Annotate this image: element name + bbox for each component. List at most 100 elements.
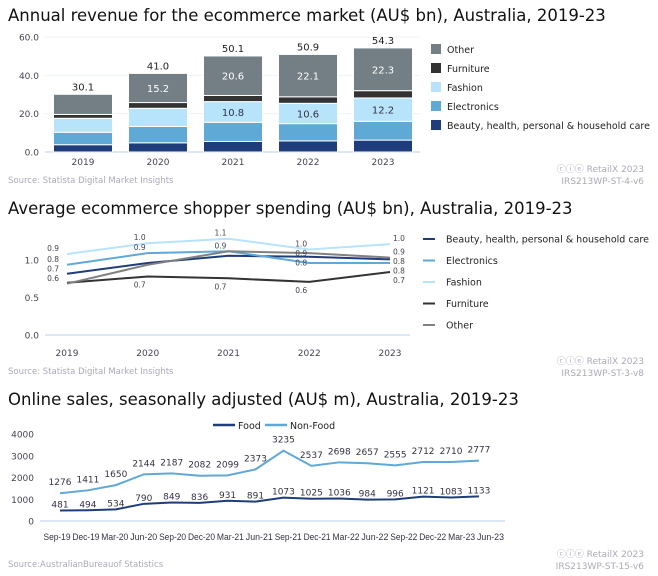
legend-swatch [431,44,441,54]
data-label: 0.6 [47,274,59,283]
legend-swatch [431,101,441,111]
data-label: 1036 [328,488,351,498]
x-tick-label: 2021 [222,158,245,168]
data-label: 2712 [412,447,435,457]
chart3-title: Online sales, seasonally adjusted (AU$ m… [8,390,519,409]
chart-code: IRS213WP-ST-4-v6 [561,177,644,187]
data-label: 931 [219,491,236,501]
data-label: 1411 [76,475,99,485]
data-label: 1.0 [393,234,405,243]
revenue-bar-chart: 0.0 20.0 40.0 60.0 30.1 2019 15.2 41.0 2020 10.8 2… [19,34,650,169]
y-tick-label: 0.0 [25,149,40,159]
y-tick-label: 1.0 [25,257,40,267]
x-tick-label: 2021 [217,349,240,359]
data-label: 2657 [356,448,379,458]
data-label: 891 [247,492,264,502]
legend-label: Electronics [446,256,498,267]
chart-code: IRS213WP-ST-15-v6 [555,562,644,572]
y-tick-label: 1000 [11,496,34,506]
legend-label: Non-Food [290,421,335,432]
credit-text: RetailX 2023 [586,357,644,367]
legend-label: Beauty, health, personal & household car… [447,121,650,132]
data-label: 2373 [244,454,267,464]
data-label: 2555 [384,450,407,460]
data-label: 10.6 [297,109,319,120]
data-label: 3235 [272,436,295,446]
x-tick-label: Jun-20 [130,532,157,542]
chart1-source: Source: Statista Digital Market Insights [8,176,174,186]
x-tick-label: Sep-20 [159,532,186,542]
x-tick-label: Sep-19 [44,532,71,542]
data-label: 2537 [300,451,323,461]
x-tick-label: Dec-20 [188,532,215,542]
data-label: 0.9 [295,249,307,258]
data-label: 12.2 [372,106,394,117]
legend-swatch [431,63,441,73]
data-label: 0.7 [393,276,405,285]
data-label: 20.6 [222,72,244,83]
chart2-title: Average ecommerce shopper spending (AU$ … [8,199,573,218]
legend-label: Furniture [446,299,489,310]
data-label: 836 [191,493,208,503]
data-label: 1073 [272,488,295,498]
data-label: 2144 [132,459,155,469]
chart1-credit: ⓒⓘⓔ RetailX 2023 IRS213WP-ST-4-v6 [557,164,644,188]
legend-label: Food [238,421,261,432]
legend-swatch [431,82,441,92]
data-label: 0.7 [134,281,146,290]
total-label: 54.3 [372,36,394,47]
data-label: 0.7 [215,282,227,291]
x-tick-label: 2022 [297,158,320,168]
y-tick-label: 2000 [11,474,34,484]
x-tick-label: Jun-23 [477,532,504,542]
chart-code: IRS213WP-ST-3-v8 [561,369,644,379]
y-tick-label: 3000 [11,452,34,462]
data-label: 0.7 [47,264,59,273]
data-label: 1276 [49,478,72,488]
x-tick-label: Dec-22 [419,532,446,542]
chart3-credit: ⓒⓘⓔ RetailX 2023 IRS213WP-ST-15-v6 [556,549,644,573]
data-label: 494 [79,500,96,510]
x-tick-label: 2022 [298,349,321,359]
data-label: 984 [359,490,376,500]
series-line [66,237,391,255]
data-label: 849 [163,493,180,503]
total-label: 50.9 [297,42,319,53]
bar-segment [278,53,338,98]
data-label: 1083 [440,487,463,497]
data-label: 1650 [104,470,127,480]
legend-label: Other [446,321,473,332]
legend-label: Fashion [446,278,482,289]
legend-label: Fashion [447,83,483,94]
data-label: 0.9 [215,241,227,250]
series-line [66,254,391,275]
data-label: 1025 [300,489,323,499]
data-label: 22.1 [297,72,319,83]
bar-segment [353,47,413,92]
legend-label: Other [447,45,474,56]
x-tick-label: 2023 [379,349,402,359]
cc-icon: ⓒⓘⓔ [556,550,587,560]
data-label: 0.9 [47,244,59,253]
data-label: 2777 [467,446,490,456]
total-label: 41.0 [147,61,169,72]
data-label: 1.1 [215,229,227,238]
x-tick-label: Mar-23 [448,532,475,542]
data-label: 0.6 [295,286,307,295]
data-label: 22.3 [372,65,394,76]
y-tick-label: 60.0 [19,34,39,44]
data-label: 0.8 [393,257,405,266]
x-tick-label: 2023 [372,158,395,168]
x-tick-label: Dec-21 [304,532,331,542]
data-label: 2099 [216,460,239,470]
x-tick-label: Mar-22 [333,532,360,542]
total-label: 30.1 [72,82,94,93]
x-tick-label: Dec-19 [72,532,99,542]
cc-icon: ⓒⓘⓔ [556,165,587,175]
legend-swatch [431,120,441,130]
y-tick-label: 40.0 [19,72,39,82]
y-tick-label: 0.5 [25,294,39,304]
bar-segment [203,55,263,96]
